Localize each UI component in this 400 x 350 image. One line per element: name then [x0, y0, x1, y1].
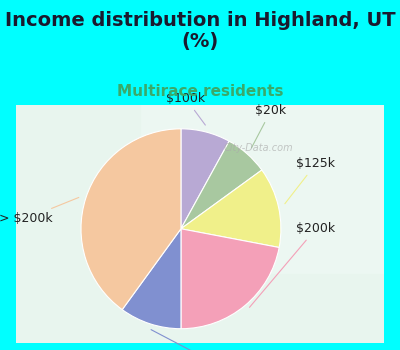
Wedge shape	[181, 229, 279, 329]
Text: Multirace residents: Multirace residents	[117, 84, 283, 99]
Text: $150k: $150k	[151, 330, 236, 350]
Wedge shape	[181, 170, 281, 247]
FancyBboxPatch shape	[141, 103, 388, 274]
Wedge shape	[181, 141, 262, 229]
Text: City-Data.com: City-Data.com	[224, 143, 294, 153]
Text: $20k: $20k	[252, 104, 286, 148]
Wedge shape	[122, 229, 181, 329]
FancyBboxPatch shape	[9, 100, 391, 348]
Wedge shape	[81, 129, 181, 310]
Text: > $200k: > $200k	[0, 197, 79, 225]
Text: $100k: $100k	[166, 92, 206, 125]
Wedge shape	[181, 129, 229, 229]
Text: $200k: $200k	[250, 222, 336, 307]
Text: Income distribution in Highland, UT
(%): Income distribution in Highland, UT (%)	[5, 10, 395, 51]
Text: $125k: $125k	[285, 157, 336, 204]
